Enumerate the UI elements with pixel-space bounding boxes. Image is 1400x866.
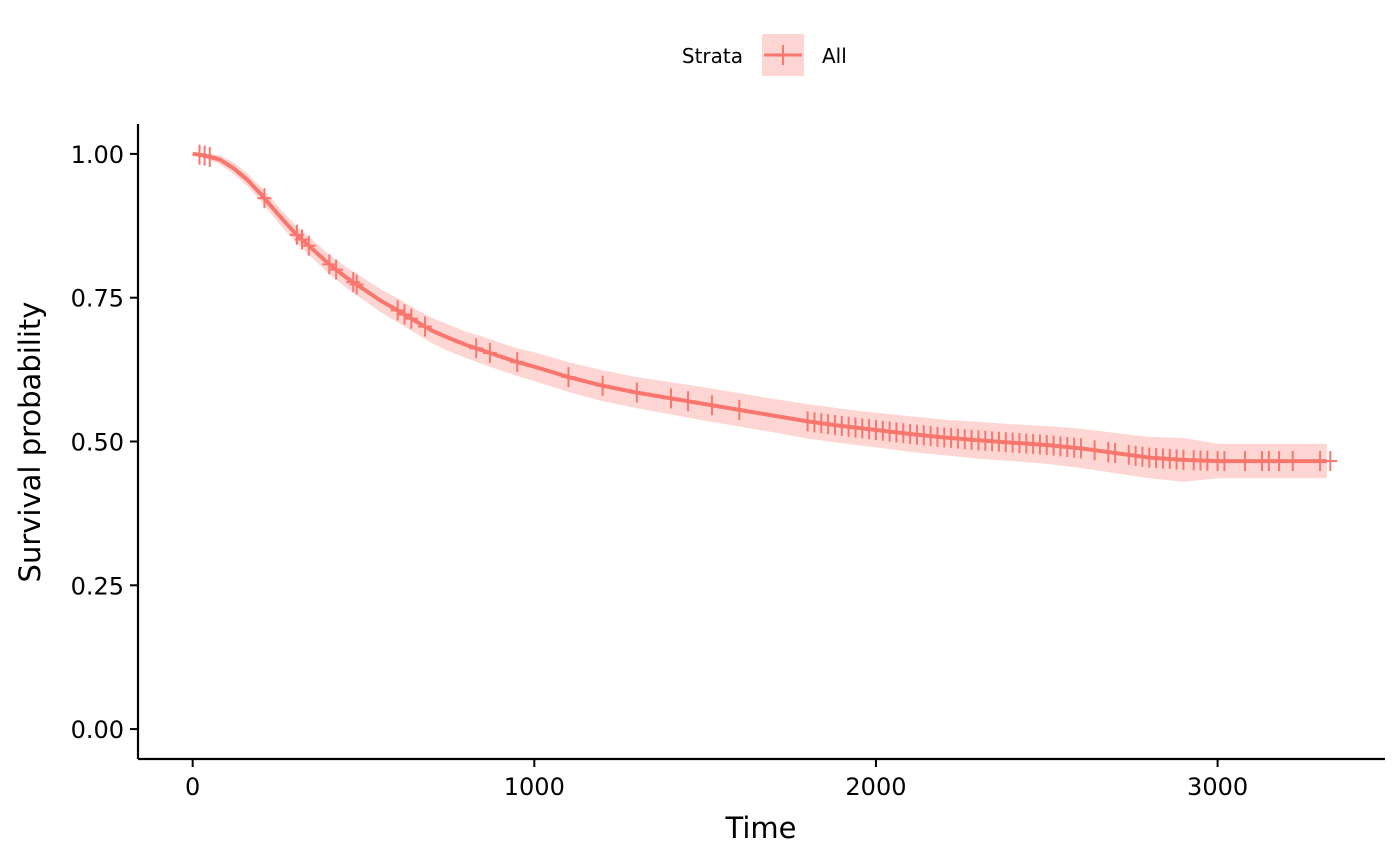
censor-mark [301, 235, 316, 256]
censor-mark [482, 342, 497, 363]
legend: Strata All [682, 34, 847, 76]
y-tick-label: 0.25 [71, 572, 124, 600]
censor-mark [390, 300, 405, 321]
y-tick-label: 0.00 [71, 716, 124, 744]
censor-mark [681, 391, 696, 412]
x-tick-label: 1000 [504, 773, 565, 801]
y-ticks: 0.00 0.25 0.50 0.75 1.00 [71, 141, 138, 744]
censor-mark [404, 308, 419, 329]
censor-mark [349, 274, 364, 295]
censor-mark [629, 382, 644, 403]
censor-mark [663, 388, 678, 409]
censor-mark [397, 304, 412, 325]
y-tick-label: 0.50 [71, 429, 124, 457]
censor-mark [469, 338, 484, 359]
censor-mark [1285, 451, 1300, 472]
censor-mark [510, 352, 525, 373]
censor-marks [192, 144, 1338, 472]
censor-mark [1087, 440, 1102, 461]
censor-mark [1323, 451, 1338, 472]
x-tick-label: 0 [185, 773, 200, 801]
censor-mark [1217, 451, 1232, 472]
censor-mark [329, 259, 344, 280]
censor-mark [257, 188, 272, 209]
censor-mark [417, 316, 432, 337]
censor-mark [704, 395, 719, 416]
censor-mark [1272, 451, 1287, 472]
confidence-band [192, 153, 1327, 482]
survival-curve-all [192, 151, 1327, 464]
censor-mark [1237, 451, 1252, 472]
axes: 0 1000 2000 3000 0.00 0.25 0.50 0.75 1.00 [71, 124, 1385, 801]
censor-mark [1073, 438, 1088, 459]
x-ticks: 0 1000 2000 3000 [185, 759, 1248, 801]
x-axis-title: Time [725, 811, 797, 845]
censor-mark [1108, 443, 1123, 464]
legend-title: Strata [682, 44, 743, 68]
censor-mark [595, 375, 610, 396]
censor-mark [732, 399, 747, 420]
censor-mark [322, 254, 337, 275]
y-tick-label: 0.75 [71, 285, 124, 313]
plot-area [192, 144, 1338, 482]
y-axis-title: Survival probability [13, 302, 47, 583]
x-tick-label: 3000 [1187, 773, 1248, 801]
y-tick-label: 1.00 [71, 141, 124, 169]
censor-mark [202, 146, 217, 167]
legend-entry-all: All [822, 44, 847, 68]
x-tick-label: 2000 [845, 773, 906, 801]
censor-mark [561, 367, 576, 388]
censor-mark [346, 272, 361, 293]
